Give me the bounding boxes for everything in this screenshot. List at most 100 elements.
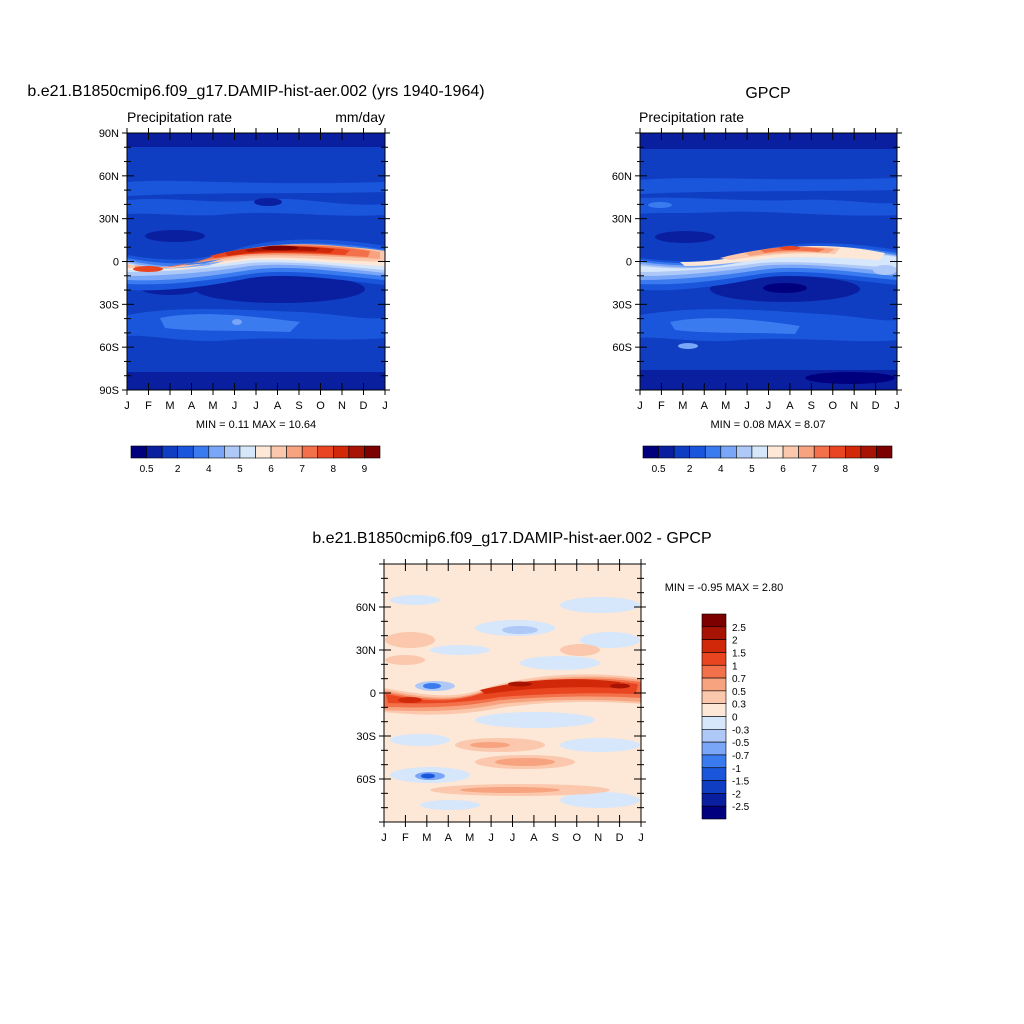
panel-model-title: b.e21.B1850cmip6.f09_g17.DAMIP-hist-aer.…: [27, 83, 484, 100]
month-tick-label: O: [828, 400, 837, 412]
panel-diff-stats: MIN = -0.95 MAX = 2.80: [665, 582, 784, 594]
colorbar-swatch: [192, 445, 210, 459]
lat-tick-label: 30S: [612, 299, 632, 311]
panel-model-field: [127, 133, 385, 390]
lat-tick-label: 30S: [356, 731, 376, 743]
colorbar-swatch: [701, 626, 727, 640]
colorbar-swatch: [767, 445, 784, 459]
colorbar-swatch: [736, 445, 753, 459]
colorbar-label: 8: [331, 464, 337, 475]
month-tick-label: M: [422, 832, 431, 844]
colorbar-label: 1.5: [732, 648, 746, 659]
colorbar-swatch: [701, 613, 727, 628]
colorbar-label: 7: [811, 464, 817, 475]
month-tick-label: F: [402, 832, 409, 844]
month-tick-label: M: [678, 400, 687, 412]
colorbar-label: 0.5: [652, 464, 666, 475]
colorbar-swatch: [701, 652, 727, 666]
lat-tick-label: 30N: [99, 214, 119, 226]
colorbar-swatch: [161, 445, 178, 459]
colorbar-swatch: [704, 445, 722, 459]
colorbar-swatch: [224, 445, 241, 459]
lat-tick-label: 60N: [99, 171, 119, 183]
colorbar-label: 4: [206, 464, 212, 475]
colorbar-label: -1: [732, 764, 741, 775]
colorbar-label: 4: [718, 464, 724, 475]
colorbar-label: 6: [780, 464, 786, 475]
colorbar-label: -0.3: [732, 725, 750, 736]
month-tick-label: J: [382, 400, 388, 412]
colorbar-swatch: [829, 445, 846, 459]
colorbar-label: 5: [237, 464, 243, 475]
colorbar-swatch: [701, 664, 727, 679]
colorbar-swatch: [701, 805, 727, 820]
colorbar-label: 8: [843, 464, 849, 475]
panel-obs-title: GPCP: [745, 85, 790, 102]
panel-diff-title: b.e21.B1850cmip6.f09_g17.DAMIP-hist-aer.…: [312, 530, 711, 547]
colorbar-label: 5: [749, 464, 755, 475]
lat-tick-label: 0: [626, 257, 632, 269]
colorbar-swatch: [860, 445, 877, 459]
panel-diff-colorbar: 2.5 21.5 1 0.7 0.5 0.3 0-0.3 -0.5 -0.7 -1 -1.5-2 -2…: [701, 613, 750, 820]
colorbar-swatch: [798, 445, 815, 459]
colorbar-label: 0.3: [732, 700, 746, 711]
month-tick-label: N: [850, 400, 858, 412]
colorbar-swatch: [701, 677, 727, 692]
colorbar-swatch: [701, 793, 727, 807]
colorbar-swatch: [751, 445, 768, 459]
month-tick-label: J: [124, 400, 130, 412]
panel-model-stats: MIN = 0.11 MAX = 10.64: [196, 419, 316, 431]
lat-tick-label: 60N: [612, 171, 632, 183]
colorbar-label: -0.5: [732, 738, 750, 749]
colorbar-label: 2: [732, 636, 738, 647]
colorbar-label: 7: [299, 464, 305, 475]
colorbar-label: 1: [732, 661, 738, 672]
colorbar-label: 2: [687, 464, 693, 475]
colorbar-label: 0.5: [732, 687, 746, 698]
month-tick-label: A: [274, 400, 282, 412]
month-tick-label: J: [744, 400, 750, 412]
month-tick-label: J: [510, 832, 516, 844]
month-tick-label: J: [253, 400, 259, 412]
lat-tick-label: 0: [370, 688, 376, 700]
colorbar-swatch: [286, 445, 303, 459]
lat-tick-label: 30S: [99, 299, 119, 311]
month-tick-label: A: [188, 400, 196, 412]
colorbar-label: 6: [268, 464, 274, 475]
lat-tick-label: 90S: [99, 385, 119, 397]
panel-model-variable-label: Precipitation rate: [127, 109, 232, 125]
panel-model-colorbar: 0.5 2 4 5 6 7 8 9: [130, 445, 381, 475]
colorbar-label: 9: [362, 464, 368, 475]
colorbar-swatch: [255, 445, 272, 459]
colorbar-label: 2.5: [732, 623, 746, 634]
colorbar-swatch: [701, 754, 727, 769]
panel-obs-field: [640, 133, 897, 390]
colorbar-swatch: [876, 445, 893, 459]
month-tick-label: F: [145, 400, 152, 412]
colorbar-swatch: [845, 445, 862, 459]
month-tick-label: M: [465, 832, 474, 844]
colorbar-swatch: [701, 716, 727, 730]
month-tick-label: J: [637, 400, 643, 412]
lat-tick-label: 60S: [356, 774, 376, 786]
month-tick-label: J: [488, 832, 494, 844]
colorbar-swatch: [642, 445, 659, 459]
month-tick-label: O: [572, 832, 581, 844]
month-tick-label: O: [316, 400, 325, 412]
colorbar-label: 0.5: [140, 464, 154, 475]
colorbar-label: -1.5: [732, 777, 750, 788]
colorbar-swatch: [673, 445, 690, 459]
panel-model-units-label: mm/day: [335, 109, 385, 125]
colorbar-swatch: [658, 445, 675, 459]
month-tick-label: S: [552, 832, 559, 844]
lat-tick-label: 60N: [356, 602, 376, 614]
month-tick-label: A: [701, 400, 709, 412]
colorbar-swatch: [146, 445, 163, 459]
month-tick-label: F: [658, 400, 665, 412]
panel-diff: b.e21.B1850cmip6.f09_g17.DAMIP-hist-aer.…: [312, 530, 783, 844]
month-tick-label: D: [360, 400, 368, 412]
